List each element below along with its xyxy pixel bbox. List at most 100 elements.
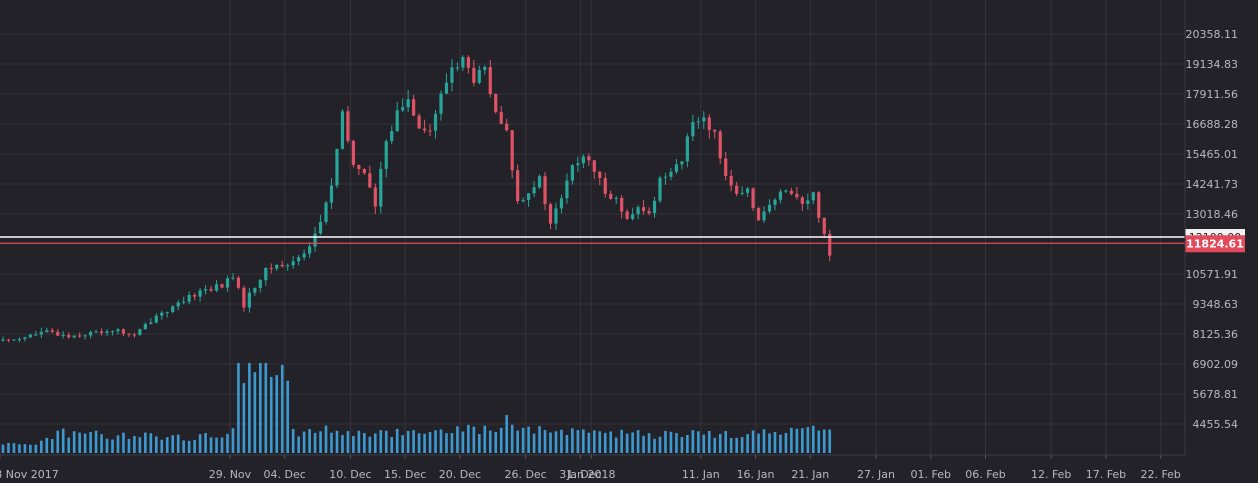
- volume-bar: [571, 428, 574, 453]
- candle-body: [773, 199, 777, 205]
- candle-body: [510, 130, 514, 171]
- candle-body: [176, 302, 180, 307]
- y-tick-label: 16688.28: [1186, 118, 1239, 131]
- volume-bar: [127, 438, 131, 453]
- candle-body: [50, 330, 54, 332]
- volume-bar: [653, 438, 656, 453]
- volume-bar: [357, 430, 361, 453]
- volume-bar: [346, 431, 350, 453]
- y-tick-label: 17911.56: [1186, 88, 1239, 101]
- volume-bar: [675, 433, 678, 453]
- candle-body: [253, 287, 257, 293]
- price-lines: 12100.0011824.61: [0, 229, 1245, 253]
- volume-bar: [335, 430, 339, 453]
- volume-bar: [609, 431, 613, 453]
- candle-body: [149, 322, 153, 325]
- volume-bar: [286, 380, 289, 453]
- candle-body: [203, 289, 208, 291]
- y-tick-label: 9348.63: [1193, 298, 1239, 311]
- volume-bar: [105, 438, 109, 453]
- candle-body: [302, 253, 306, 258]
- volume-bar: [450, 433, 454, 453]
- candle-body: [335, 148, 339, 186]
- volume-bar: [231, 428, 235, 453]
- y-tick-label: 15465.01: [1186, 148, 1239, 161]
- candle-body: [647, 211, 651, 214]
- volume-bar: [215, 437, 218, 453]
- candle-body: [368, 173, 372, 188]
- candle-body: [778, 191, 783, 200]
- x-tick-label: 16. Jan: [737, 468, 775, 481]
- candle-body: [444, 82, 449, 94]
- y-tick-label: 19134.83: [1186, 58, 1239, 71]
- volume-bar: [61, 428, 65, 453]
- y-axis: 20358.11 19134.83 17911.56 16688.28 15465.01…: [1184, 0, 1239, 455]
- volume-bar: [264, 363, 268, 453]
- volume-bar: [280, 364, 284, 453]
- volume-bar: [587, 432, 591, 453]
- candle-body: [286, 265, 290, 267]
- candle-body: [800, 197, 804, 204]
- candle-body: [455, 67, 460, 69]
- volume-bar: [406, 431, 410, 453]
- candle-body: [105, 331, 109, 333]
- candle-body: [505, 123, 509, 131]
- volume-bar: [795, 428, 799, 453]
- volume-bar: [554, 431, 558, 453]
- candle-body: [357, 164, 361, 169]
- candle-body: [543, 176, 547, 205]
- volume-bar: [390, 437, 394, 453]
- volume-bar: [779, 434, 782, 453]
- candle-body: [570, 165, 574, 181]
- volume-bar: [828, 429, 832, 453]
- candle-body: [521, 199, 525, 202]
- candle-body: [72, 335, 76, 338]
- volume-bar: [341, 434, 344, 453]
- volume-bar: [456, 426, 459, 453]
- candle-body: [116, 329, 120, 332]
- candle-body: [636, 207, 640, 215]
- volume-bar: [204, 433, 207, 453]
- volume-bar: [593, 430, 596, 453]
- volume-bar: [324, 425, 328, 453]
- volume-bar: [494, 432, 498, 453]
- volume-bar: [806, 427, 810, 453]
- candle-body: [789, 190, 793, 194]
- volume-bars: [1, 363, 832, 453]
- volume-bar: [401, 435, 404, 453]
- volume-bar: [133, 436, 136, 453]
- volume-bar: [669, 431, 673, 453]
- volume-bar: [7, 442, 10, 453]
- volume-bar: [45, 437, 49, 453]
- candle-body: [494, 93, 498, 112]
- candle-body: [554, 208, 558, 224]
- volume-bar: [111, 439, 114, 453]
- candle-body: [231, 277, 235, 279]
- volume-bar: [297, 436, 300, 453]
- x-tick-label: 12. Feb: [1031, 468, 1071, 481]
- volume-bar: [713, 437, 717, 453]
- volume-bar: [735, 437, 738, 453]
- volume-bar: [543, 429, 547, 453]
- x-tick-label: 11. Jan: [682, 468, 720, 481]
- candle-body: [598, 171, 602, 179]
- candle-body: [685, 136, 689, 162]
- candle-body: [297, 257, 301, 262]
- volume-bar: [822, 429, 826, 453]
- volume-bar: [12, 443, 16, 453]
- candle-body: [669, 171, 673, 177]
- candle-body: [225, 278, 230, 288]
- volume-bar: [631, 432, 634, 453]
- candle-body: [516, 170, 520, 202]
- volume-bar: [691, 430, 695, 453]
- candle-body: [182, 301, 186, 303]
- candle-body: [28, 334, 32, 338]
- volume-bar: [171, 435, 175, 453]
- candle-body: [417, 115, 421, 129]
- volume-bar: [428, 432, 432, 453]
- y-tick-label: 5678.81: [1193, 388, 1239, 401]
- candle-body: [548, 204, 553, 224]
- candle-body: [828, 233, 832, 256]
- volume-bar: [100, 434, 103, 453]
